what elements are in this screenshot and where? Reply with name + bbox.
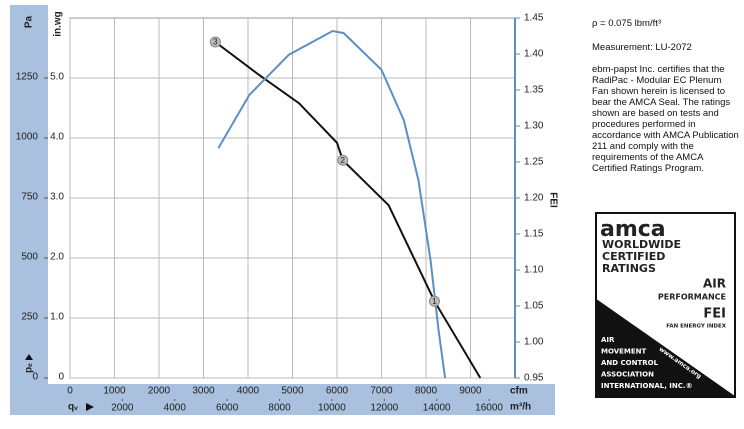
x2-tick-label: 10000 (318, 403, 346, 414)
amca-logo: amca WORLDWIDE CERTIFIED RATINGS AIR PER… (595, 212, 736, 398)
bottom-band (10, 384, 555, 415)
logo-fei: FEI (703, 307, 726, 322)
y3-tick-label: 750 (21, 192, 38, 203)
y-tick-label: 1.0 (50, 312, 64, 323)
density: ρ = 0.075 lbm/ft³ (592, 18, 662, 29)
point-label: 1 (432, 297, 437, 306)
y2-tick-label: 0.95 (524, 373, 544, 384)
logo-org-line: AND CONTROL (601, 359, 659, 367)
x-tick-label: 4000 (237, 386, 260, 397)
x2-tick-label: 12000 (370, 403, 398, 414)
x-tick-label: 2000 (148, 386, 171, 397)
x-tick-label: 7000 (370, 386, 393, 397)
cfm-label: cfm (510, 386, 528, 397)
y-tick-label: 0 (58, 372, 64, 383)
logo-performance: PERFORMANCE (658, 293, 726, 302)
arrow-right (86, 403, 94, 411)
m3h-label: m³/h (510, 402, 531, 413)
left-band (10, 5, 48, 415)
y-tick-label: 2.0 (50, 252, 64, 263)
operating-point (428, 295, 440, 307)
x2-tick-label: 8000 (268, 403, 291, 414)
y2-tick-label: 1.30 (524, 121, 544, 132)
logo-org-line: AIR (601, 336, 615, 344)
arrow-up (25, 354, 33, 360)
x-tick-label: 8000 (415, 386, 438, 397)
series-line (214, 41, 482, 379)
pressure-symbol: pₑ (24, 363, 35, 373)
fei-label: FEI (547, 192, 558, 208)
logo-line: WORLDWIDE (602, 238, 681, 251)
y-tick-label: 5.0 (50, 72, 64, 83)
point-label: 3 (213, 38, 218, 47)
x2-tick-label: 2000 (111, 403, 134, 414)
flow-symbol: qᵥ (68, 402, 78, 413)
series-line (217, 29, 447, 379)
y2-tick-label: 1.20 (524, 193, 544, 204)
x2-tick-label: 4000 (164, 403, 187, 414)
y2-tick-label: 1.35 (524, 85, 544, 96)
x2-tick-label: 6000 (216, 403, 239, 414)
measurement: Measurement: LU-2072 (592, 42, 692, 53)
logo-brand: amca (600, 217, 666, 242)
statement: ebm-papst Inc. certifies that the RadiPa… (592, 64, 739, 174)
y3-tick-label: 1000 (16, 132, 39, 143)
y2-tick-label: 1.45 (524, 13, 544, 24)
y-tick-label: 4.0 (50, 132, 64, 143)
y2-tick-label: 1.15 (524, 229, 544, 240)
logo-fei-full: FAN ENERGY INDEX (666, 324, 727, 330)
y2-tick-label: 1.25 (524, 157, 544, 168)
operating-point (209, 36, 221, 48)
logo-org-line: MOVEMENT (601, 348, 647, 356)
x-tick-label: 3000 (192, 386, 215, 397)
logo-line: CERTIFIED (602, 250, 665, 263)
x2-tick-label: 16000 (475, 403, 503, 414)
y3-tick-label: 250 (21, 312, 38, 323)
point-label: 2 (341, 156, 346, 165)
y3-tick-label: 500 (21, 252, 38, 263)
y-tick-label: 3.0 (50, 192, 64, 203)
plot-area: 0 1000 2000 3000 4000 5000 6000 7000 8000 9000200… (16, 13, 544, 414)
y2-tick-label: 1.10 (524, 265, 544, 276)
x-tick-label: 5000 (281, 386, 304, 397)
y2-tick-label: 1.05 (524, 301, 544, 312)
logo-org-line: INTERNATIONAL, INC.® (601, 382, 693, 390)
pa-label: Pa (24, 15, 35, 28)
logo-org-line: ASSOCIATION (601, 371, 654, 379)
y3-tick-label: 1250 (16, 72, 39, 83)
y2-tick-label: 1.00 (524, 337, 544, 348)
x2-tick-label: 14000 (423, 403, 451, 414)
inwg-label: in.wg (53, 11, 64, 37)
operating-point (337, 154, 349, 166)
y2-tick-label: 1.40 (524, 49, 544, 60)
x-tick-label: 1000 (103, 386, 126, 397)
y3-tick-label: 0 (32, 372, 38, 383)
logo-line: RATINGS (602, 262, 656, 275)
logo-org: AIR MOVEMENT AND CONTROL ASSOCIATION INTERNA… (601, 336, 693, 390)
logo-air: AIR (703, 277, 726, 291)
x-tick-label: 9000 (459, 386, 482, 397)
x-tick-label: 6000 (326, 386, 349, 397)
logo-diagonal (596, 299, 735, 397)
x-tick-label: 0 (67, 386, 73, 397)
